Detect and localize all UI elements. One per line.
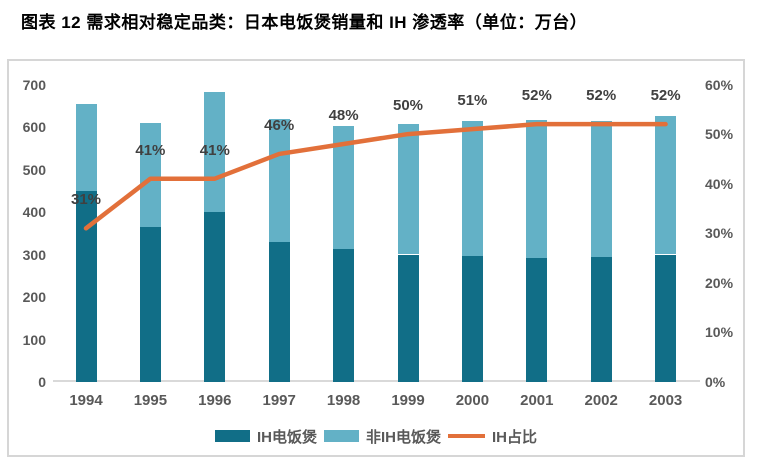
bar-segment-ih [397,254,419,382]
y-axis-tick-label: 700 [22,76,46,93]
line-point-label: 48% [328,107,359,124]
x-axis-year-label: 1994 [69,392,103,409]
right-axis-tick-label: 20% [705,274,734,291]
line-point-label: 51% [457,92,488,110]
y-axis-tick-label: 200 [22,289,46,305]
y-axis-tick-label: 300 [22,246,46,263]
bar-segment-ih [139,226,161,382]
bar-segment-ih [204,212,226,382]
bar-segment-non-ih [655,115,677,255]
bar-segment-ih [268,241,290,382]
bar-segment-non-ih [526,119,548,258]
x-axis-year-label: 1998 [326,392,361,409]
bar-segment-non-ih [590,121,612,257]
bar-segment-ih [75,190,97,382]
bar-segment-ih [526,257,548,382]
legend-box-swatch [214,430,250,442]
legend-box-swatch [323,430,359,442]
x-axis-year-label: 1997 [262,392,296,409]
x-axis-year-label: 1999 [391,392,425,409]
line-point-label: 41% [199,141,230,159]
bar-segment-non-ih [397,124,419,255]
x-axis-year-label: 1995 [133,392,168,409]
y-axis-tick-label: 500 [22,161,46,178]
y-axis-tick-label: 600 [22,119,46,135]
right-axis-tick-label: 60% [705,76,734,93]
y-axis-tick-label: 0 [38,374,46,390]
legend-label: IH电饭煲 [256,428,317,446]
line-point-label: 52% [650,87,681,105]
bar-segment-ih [590,256,612,382]
line-point-label: 50% [392,97,424,115]
bar-segment-ih [461,256,483,382]
y-axis-tick-label: 100 [22,331,46,348]
x-axis-year-label: 2003 [648,392,683,409]
bar-segment-non-ih [333,126,355,250]
x-axis-year-label: 2002 [584,392,618,409]
bar-segment-ih [655,254,677,382]
chart-title: 图表 12 需求相对稳定品类：日本电饭煲销量和 IH 渗透率（单位：万台） [21,13,588,32]
bar-segment-non-ih [75,103,97,191]
bar-segment-ih [333,249,355,382]
x-axis-year-label: 2001 [520,392,554,409]
x-axis-year-label: 2000 [455,392,490,409]
right-axis-tick-label: 10% [705,324,734,341]
line-point-label: 41% [135,141,166,159]
legend-label: 非IH电饭煲 [365,428,441,446]
bar-segment-non-ih [268,118,290,242]
x-axis-year-label: 1996 [198,392,232,409]
bar-segment-non-ih [139,122,161,227]
right-axis-tick-label: 30% [705,225,734,242]
right-axis-tick-label: 0% [705,374,726,390]
bar-segment-non-ih [461,121,483,257]
legend-line-swatch [448,434,485,438]
line-point-label: 52% [586,87,617,105]
chart-legend: IH电饭煲 非IH电饭煲 IH占比 [7,426,745,446]
legend-label: IH占比 [492,428,538,446]
line-point-label: 31% [70,191,102,209]
right-axis-tick-label: 50% [705,126,734,143]
right-axis-tick-label: 40% [705,175,734,192]
line-point-label: 46% [264,116,295,134]
y-axis-tick-label: 400 [22,204,46,220]
x-axis-line [53,380,700,382]
line-point-label: 52% [521,87,552,105]
